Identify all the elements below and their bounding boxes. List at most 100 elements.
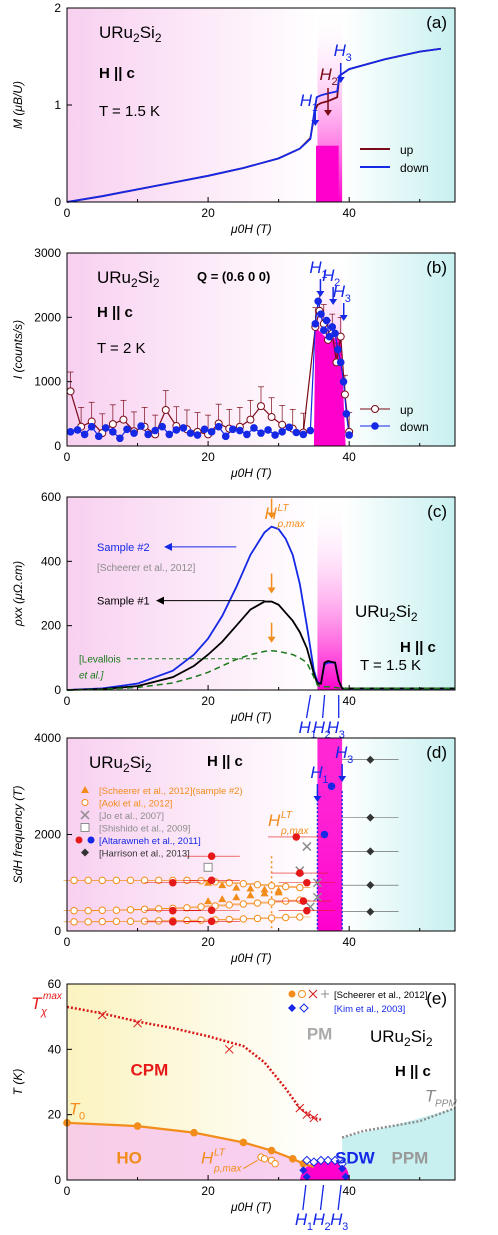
series-Tchi-max: [66, 1005, 322, 1121]
data-point-aoki: [296, 883, 304, 892]
y-tick-label: 600: [41, 490, 61, 504]
data-point-down: [102, 424, 110, 432]
data-point-altarawneh: [207, 852, 216, 861]
label-arrow-head: [164, 542, 172, 551]
data-point-aoki: [197, 877, 205, 885]
legend-marker: [81, 786, 89, 793]
data-point-down: [299, 430, 308, 439]
hrho-sub: ρ,max: [280, 826, 309, 837]
compound-si: Si: [140, 23, 155, 42]
data-point-jo: [302, 842, 312, 852]
h-arrow: [305, 694, 312, 719]
legend-label: [Scheerer et al., 2012](sample #2): [99, 786, 243, 797]
x-tick-label: 20: [201, 450, 215, 464]
data-point-down: [342, 410, 351, 418]
data-point-up: [246, 415, 255, 424]
data-point-cross: [224, 1044, 234, 1054]
data-point-aoki: [197, 903, 205, 911]
y-tick-label: 0: [54, 439, 61, 453]
data-point-down: [165, 430, 174, 439]
h-arrow-head: [316, 291, 325, 297]
axes-frame: [66, 252, 456, 447]
data-point-kim: [338, 1164, 347, 1173]
x-axis-label: μ0H (T): [230, 951, 272, 965]
t0-sub: 0: [79, 1111, 85, 1123]
legend-marker: [321, 990, 329, 998]
data-point-down: [271, 431, 279, 439]
h1-sub: 1: [322, 774, 328, 786]
hrho-arrow-head: [267, 512, 276, 519]
h3-arrow-head: [338, 776, 347, 782]
x-tick-label: 0: [64, 935, 71, 949]
h3-label: H: [334, 41, 347, 60]
h-label: H: [327, 718, 340, 737]
data-point-aoki: [70, 876, 78, 885]
data-point-up: [119, 415, 128, 424]
data-point-aoki: [140, 917, 149, 925]
data-point-down: [137, 422, 145, 430]
data-point-down: [172, 426, 181, 434]
data-point-scheerer: [232, 893, 241, 901]
data-point-altarawneh: [169, 918, 177, 926]
h-arrow: [319, 1184, 325, 1211]
bg-ho-region: [67, 738, 318, 931]
compound-si: Si: [411, 1027, 426, 1046]
x-tick-label: 0: [64, 694, 71, 708]
data-point-down: [311, 319, 320, 328]
data-point-aoki: [239, 900, 248, 908]
bg-ho-region: [67, 497, 318, 690]
legend-marker: [288, 990, 296, 998]
data-point-up: [161, 405, 170, 414]
compound-label: URu2Si2: [89, 753, 152, 775]
h3-sub: 3: [346, 52, 352, 64]
y-tick-label: 60: [48, 977, 62, 991]
tppm-sub: PPM: [435, 1099, 457, 1110]
legend-marker: [80, 810, 90, 820]
data-point-altarawneh: [303, 878, 311, 887]
data-point-harrison: [366, 813, 375, 822]
data-point-scheerer: [260, 889, 269, 897]
data-point-aoki: [98, 876, 106, 885]
data-point-hrho: [271, 1159, 279, 1168]
axes-frame: [66, 496, 456, 691]
data-point-aoki: [239, 880, 248, 888]
data-point-aoki: [253, 880, 262, 889]
legend-up-label: up: [400, 143, 414, 157]
hrho-sub: ρ,max: [277, 519, 306, 530]
data-point-aoki: [225, 879, 233, 887]
data-point-cross: [302, 1110, 312, 1120]
hrho-sup: LT: [214, 1148, 226, 1159]
x-tick-label: 40: [343, 1184, 357, 1198]
x-tick-label: 40: [343, 935, 357, 949]
data-point-down: [250, 424, 258, 432]
data-point-cross: [309, 1113, 319, 1123]
legend-marker: [81, 848, 89, 857]
legend-label: [Jo et al., 2007]: [99, 811, 164, 822]
h-sub: 3: [345, 293, 351, 305]
hrho-pointer: [243, 1159, 258, 1169]
data-point-aoki: [155, 917, 163, 925]
field-direction: H || c: [99, 65, 135, 82]
data-point-scheerer: [204, 878, 213, 886]
field-direction: H || c: [207, 753, 243, 770]
data-point-down: [285, 423, 294, 432]
h-label: H: [309, 258, 322, 277]
h-sub: 1: [307, 1221, 313, 1233]
data-point-down: [130, 429, 138, 437]
bg-sdw-region: [317, 497, 343, 690]
legend-marker: [298, 990, 306, 998]
data-point-down: [243, 430, 251, 439]
data-point-harrison: [366, 907, 375, 916]
panel-label: (c): [427, 502, 447, 521]
h-arrow: [302, 1184, 307, 1211]
h-label: H: [312, 1210, 325, 1229]
x-tick-label: 20: [201, 1184, 215, 1198]
data-point-aoki: [112, 876, 121, 885]
h-sub: 3: [339, 729, 345, 741]
x-tick-label: 20: [201, 935, 215, 949]
data-point-down: [193, 431, 202, 439]
q-vector-label: Q = (0.6 0 0): [197, 269, 270, 284]
hrho-label: H: [268, 811, 281, 830]
series-2: [66, 650, 455, 691]
data-point-up: [108, 420, 117, 429]
